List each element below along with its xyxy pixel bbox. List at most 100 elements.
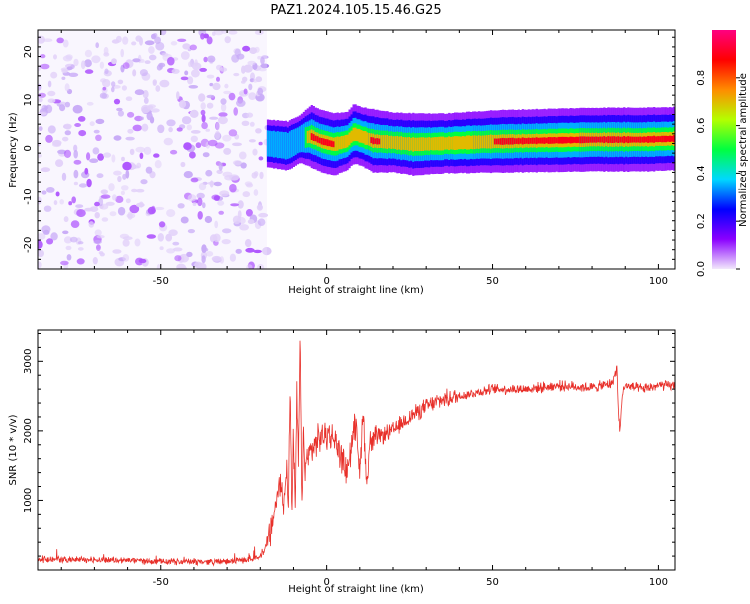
spectrogram-signal-cell — [354, 127, 357, 141]
spectrogram-signal-cell — [579, 136, 582, 144]
spectrogram-signal-cell — [627, 136, 630, 144]
spectrogram-noise-cell — [171, 68, 180, 74]
spectrogram-noise-cell — [189, 44, 197, 51]
spectrogram-signal-cell — [575, 136, 578, 144]
spectrogram-signal-cell — [460, 136, 463, 150]
spectrogram-signal-cell — [505, 138, 508, 145]
spectrogram-signal-cell — [322, 138, 325, 146]
spectrogram-noise-cell — [258, 67, 267, 72]
spectrogram-signal-cell — [661, 135, 664, 143]
spectrogram-noise-cell — [109, 211, 117, 217]
snr-x-tick-label: -50 — [153, 577, 169, 588]
spectrogram-signal-cell — [404, 137, 407, 150]
spectrogram-signal-cell — [541, 137, 544, 144]
spectrogram-signal-cell — [557, 136, 560, 144]
spectrogram-signal-cell — [635, 136, 638, 143]
spectrogram-noise-cell — [104, 68, 109, 75]
spectrogram-noise-cell — [203, 33, 209, 39]
spectrogram-signal-cell — [464, 136, 467, 149]
spectrogram-noise-cell — [139, 201, 144, 208]
spectrogram-noise-cell — [187, 229, 195, 234]
spectrogram-signal-cell — [468, 135, 471, 150]
spectrogram-noise-cell — [55, 159, 64, 168]
spectrogram-signal-cell — [434, 137, 437, 151]
spectrogram-signal-cell — [539, 137, 542, 144]
spectrogram-noise-cell — [55, 191, 60, 197]
spectrogram-noise-cell — [215, 121, 220, 131]
spectrogram-noise-cell — [243, 88, 248, 95]
spectrogram-signal-cell — [280, 131, 284, 159]
spectrogram-signal-cell — [302, 123, 305, 153]
spectrogram-signal-cell — [671, 135, 674, 142]
spectrogram-noise-cell — [153, 153, 160, 158]
spectrogram-signal-cell — [649, 136, 652, 143]
spectrogram-noise-cell — [45, 134, 53, 143]
spectrogram-noise-cell — [84, 167, 89, 175]
spectrogram-noise-cell — [240, 162, 247, 169]
spectrogram-noise-cell — [156, 264, 161, 269]
spectrogram-noise-cell — [258, 212, 268, 218]
spectrogram-noise-cell — [97, 153, 104, 161]
spectrogram-signal-cell — [593, 136, 596, 143]
spectrogram-noise-cell — [63, 236, 73, 244]
spectrogram-signal-cell — [667, 136, 670, 142]
spectrogram-signal-cell — [483, 135, 487, 149]
spectrogram-signal-cell — [408, 137, 411, 151]
spectrogram-noise-cell — [96, 235, 105, 239]
spectrogram-noise-cell — [135, 188, 145, 193]
spectrogram-noise-cell — [73, 169, 79, 179]
spectrogram-signal-cell — [324, 139, 327, 146]
spectrogram-signal-cell — [613, 136, 616, 143]
spectrogram-noise-cell — [188, 85, 199, 89]
spectrogram-noise-cell — [242, 76, 248, 83]
spectrogram-noise-cell — [95, 118, 105, 125]
spectrogram-signal-cell — [462, 136, 465, 150]
spectrogram-noise-cell — [166, 209, 176, 218]
spectrogram-signal-cell — [284, 131, 287, 160]
spectrogram-signal-cell — [663, 135, 666, 143]
spectrogram-signal-cell — [370, 137, 373, 144]
spectrogram-signal-cell — [623, 136, 626, 144]
snr-frame — [37, 329, 676, 571]
spectrogram-noise-cell — [216, 76, 220, 82]
spectrogram-noise-cell — [103, 152, 112, 158]
spectrogram-noise-cell — [247, 219, 255, 225]
spectrogram-noise-cell — [222, 228, 232, 234]
spectrogram-noise-cell — [135, 35, 142, 42]
spectrogram-noise-cell — [46, 238, 54, 245]
spectrogram-signal-cell — [444, 137, 447, 150]
spectrogram-noise-cell — [61, 172, 67, 181]
spectrogram-x-tick-label: -50 — [153, 276, 169, 287]
spectrogram-signal-cell — [374, 138, 377, 144]
spectrogram-signal-cell — [466, 135, 469, 150]
spectrogram-noise-cell — [198, 182, 207, 191]
spectrogram-noise-cell — [258, 141, 263, 146]
spectrogram-noise-cell — [236, 99, 246, 107]
spectrogram-signal-cell — [481, 135, 485, 149]
spectrogram-noise-cell — [257, 87, 264, 96]
spectrogram-noise-cell — [187, 76, 194, 85]
spectrogram-noise-cell — [134, 89, 145, 96]
spectrogram-signal-cell — [458, 136, 461, 150]
spectrogram-signal-cell — [521, 137, 524, 145]
spectrogram-signal-cell — [416, 137, 419, 151]
spectrogram-signal-cell — [589, 136, 592, 143]
spectrogram-noise-cell — [260, 63, 270, 69]
spectrogram-noise-cell — [121, 156, 125, 162]
spectrogram-noise-cell — [247, 60, 256, 66]
spectrogram-signal-cell — [565, 136, 568, 144]
spectrogram-noise-cell — [75, 204, 84, 209]
spectrogram-noise-cell — [63, 216, 69, 223]
spectrogram-signal-cell — [507, 137, 510, 145]
spectrogram-noise-cell — [156, 64, 162, 71]
spectrogram-noise-cell — [203, 56, 208, 63]
spectrogram-noise-cell — [165, 233, 173, 242]
spectrogram-signal-cell — [378, 138, 381, 145]
spectrogram-noise-cell — [229, 174, 240, 181]
spectrogram-signal-cell — [669, 135, 672, 142]
spectrogram-signal-cell — [290, 130, 293, 158]
spectrogram-noise-cell — [242, 45, 251, 52]
colorbar-tick-label: 0.2 — [696, 213, 707, 229]
spectrogram-noise-cell — [38, 196, 42, 205]
spectrogram-noise-cell — [196, 192, 205, 199]
